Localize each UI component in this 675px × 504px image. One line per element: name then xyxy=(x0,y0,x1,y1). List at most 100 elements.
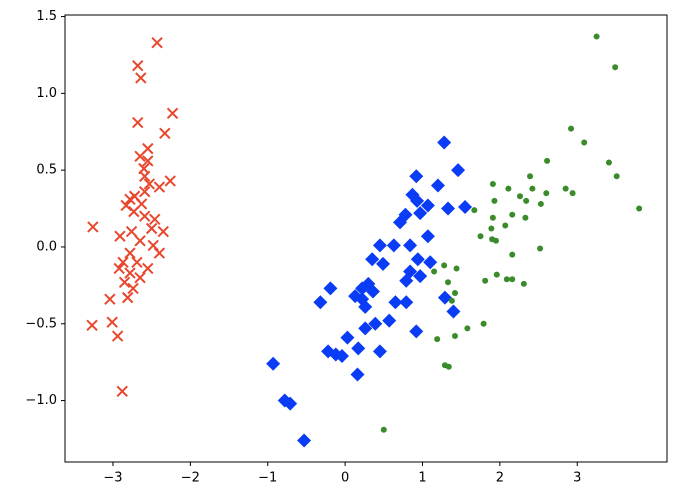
point xyxy=(464,325,471,332)
point xyxy=(124,267,136,279)
point xyxy=(153,181,166,193)
point xyxy=(445,279,452,286)
point xyxy=(372,238,387,253)
point xyxy=(124,193,136,206)
point xyxy=(132,59,144,72)
point xyxy=(413,269,428,284)
point xyxy=(492,237,499,244)
point xyxy=(430,178,445,193)
point xyxy=(612,64,619,71)
x-tick-label: −1 xyxy=(258,471,277,486)
point xyxy=(423,255,438,270)
point xyxy=(149,213,161,226)
point xyxy=(431,268,438,275)
point xyxy=(351,341,366,356)
point xyxy=(568,125,575,132)
y-tick-label: 0.5 xyxy=(36,163,57,178)
point xyxy=(166,107,179,120)
point xyxy=(382,313,397,328)
point xyxy=(543,190,550,197)
point xyxy=(358,299,373,314)
point xyxy=(131,256,143,269)
point xyxy=(613,173,620,180)
point xyxy=(441,201,456,216)
point xyxy=(111,330,124,342)
point xyxy=(409,324,424,339)
point xyxy=(509,211,516,218)
point xyxy=(489,180,496,187)
point xyxy=(537,245,544,252)
point xyxy=(328,347,343,362)
point xyxy=(482,277,489,284)
point xyxy=(386,238,401,253)
point xyxy=(445,363,452,370)
point xyxy=(128,205,140,218)
point xyxy=(350,367,365,382)
point xyxy=(520,280,527,287)
point xyxy=(157,225,169,238)
point xyxy=(120,199,132,212)
point xyxy=(134,150,146,163)
x-tick-label: 1 xyxy=(418,471,426,486)
point xyxy=(151,36,163,49)
point xyxy=(413,206,428,221)
point xyxy=(477,233,484,240)
point xyxy=(636,205,643,212)
point xyxy=(340,330,355,345)
point xyxy=(399,295,414,310)
point xyxy=(441,262,448,269)
point xyxy=(581,139,588,146)
x-tick-label: 0 xyxy=(341,471,349,486)
point xyxy=(409,169,424,184)
point xyxy=(451,163,466,178)
point xyxy=(121,291,134,304)
point xyxy=(488,225,495,232)
point xyxy=(420,198,435,213)
point xyxy=(502,222,509,229)
point xyxy=(134,235,146,247)
point xyxy=(145,222,158,235)
point xyxy=(164,175,176,187)
point xyxy=(313,295,328,310)
x-tick-label: −2 xyxy=(181,471,200,486)
point xyxy=(388,295,403,310)
point xyxy=(283,396,298,411)
point xyxy=(434,336,441,343)
point xyxy=(138,170,151,182)
point xyxy=(118,276,131,288)
point xyxy=(523,197,530,204)
point xyxy=(489,214,496,221)
point xyxy=(505,185,512,192)
point xyxy=(365,284,380,299)
point xyxy=(142,262,154,275)
x-tick-label: 3 xyxy=(573,471,581,486)
point xyxy=(537,200,544,207)
point xyxy=(493,271,500,278)
point xyxy=(104,293,116,305)
point xyxy=(527,173,534,180)
point xyxy=(503,276,510,283)
point xyxy=(437,290,452,305)
point xyxy=(509,251,516,258)
point xyxy=(451,290,458,297)
point xyxy=(451,333,458,340)
point xyxy=(522,214,529,221)
point xyxy=(453,265,460,272)
point xyxy=(420,229,435,244)
point xyxy=(471,207,478,214)
point xyxy=(116,385,128,398)
plot-frame xyxy=(64,14,668,463)
point xyxy=(323,281,338,296)
point xyxy=(117,256,129,269)
point xyxy=(132,116,144,129)
point xyxy=(106,316,118,328)
x-tick-label: −3 xyxy=(103,471,122,486)
point xyxy=(113,262,125,275)
x-tick-label: 2 xyxy=(496,471,504,486)
point xyxy=(562,185,569,192)
point xyxy=(138,185,151,198)
point xyxy=(446,304,461,319)
point xyxy=(376,256,391,271)
